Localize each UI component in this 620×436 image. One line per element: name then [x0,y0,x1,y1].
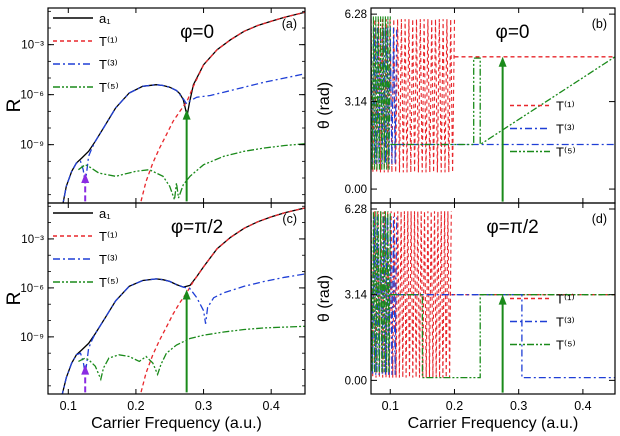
y-axis-label: θ (rad) [316,82,333,129]
series-line [78,143,305,200]
y-tick-label: 10⁻⁹ [20,140,44,152]
arrow-head [81,364,90,375]
arrow-head [498,294,507,305]
legend-label: a₁ [99,206,111,221]
y-tick-label: 0.00 [345,375,367,387]
panel-1: 0.00 3.14 6.28 θ (rad) φ=0 (b) T⁽¹⁾ T⁽³⁾ T⁽⁵⁾ [316,7,616,204]
panel-3: 0.00 3.14 6.28 0.1 0.2 0.3 0.4 θ (rad) Carrier F… [316,202,616,432]
legend-label: T⁽³⁾ [99,57,118,72]
y-tick-label: 10⁻⁶ [20,283,44,295]
y-axis-label: θ (rad) [316,275,333,322]
series-line [78,325,305,382]
series-oscillation [371,16,391,170]
y-axis-label: R [4,99,25,113]
y-tick-label: 10⁻⁶ [20,90,44,102]
legend-label: T⁽³⁾ [556,315,575,330]
x-axis-label: Carrier Frequency (a.u.) [408,415,579,432]
y-tick-label: 3.14 [345,97,368,109]
y-tick-label: 0.00 [345,184,367,196]
panel-title: φ=π/2 [486,217,538,238]
x-tick-label: 0.2 [446,399,463,413]
series-line [62,73,305,203]
series-line [139,11,305,203]
y-tick-label: 6.28 [345,204,367,216]
panel-title: φ=π/2 [171,217,223,238]
plot-area [371,16,615,202]
legend: a₁ T⁽¹⁾ T⁽³⁾ T⁽⁵⁾ [53,206,119,290]
plot-area [61,207,305,394]
legend-label: T⁽¹⁾ [556,292,575,307]
legend: a₁ T⁽¹⁾ T⁽³⁾ T⁽⁵⁾ [53,11,119,95]
legend-label: T⁽¹⁾ [556,99,575,114]
series-line [390,294,615,379]
series-line [139,207,305,394]
series-line [396,294,615,379]
series-oscillation [371,211,391,373]
x-tick-label: 0.3 [195,399,212,413]
legend: T⁽¹⁾ T⁽³⁾ T⁽⁵⁾ [510,292,576,353]
panel-title: φ=0 [496,22,530,43]
plot-area [371,211,615,393]
panel-letter: (c) [282,212,297,226]
y-tick-label: 3.14 [345,290,368,302]
panel-letter: (b) [592,17,607,31]
y-tick-label: 10⁻³ [21,234,44,246]
legend-label: T⁽³⁾ [556,122,575,137]
arrow-head [182,289,191,300]
axes-frame [47,202,306,395]
x-axis-label: Carrier Frequency (a.u.) [91,415,262,432]
legend-label: T⁽⁵⁾ [556,145,576,160]
axes-frame [370,202,616,395]
legend-label: T⁽¹⁾ [99,229,118,244]
y-tick-label: 10⁻⁹ [20,332,44,344]
legend-label: T⁽⁵⁾ [556,338,576,353]
panel-0: 10⁻³ 10⁻⁶ 10⁻⁹ Rφ=0 (a) a₁ T⁽¹⁾ T⁽³⁾ T⁽⁵⁾ [4,7,306,204]
legend-label: T⁽¹⁾ [99,34,118,49]
x-tick-label: 0.2 [127,399,144,413]
y-tick-label: 10⁻³ [21,40,44,52]
x-tick-label: 0.3 [510,399,527,413]
panel-2: 10⁻³ 10⁻⁶ 10⁻⁹ 0.1 0.2 0.3 0.4 R Carrier Frequen… [4,202,306,432]
legend-label: T⁽⁵⁾ [99,275,119,290]
panel-title: φ=0 [180,22,214,43]
y-axis-label: R [4,292,25,306]
x-tick-label: 0.1 [60,399,77,413]
panel-letter: (a) [282,17,297,31]
panel-letter: (d) [592,212,607,226]
plot-area [62,11,305,203]
arrow-head [182,109,191,120]
arrow-head [81,173,90,183]
legend: T⁽¹⁾ T⁽³⁾ T⁽⁵⁾ [510,99,576,160]
x-tick-label: 0.4 [574,399,591,413]
arrow-head [498,56,507,67]
axes-frame [370,7,616,204]
series-oscillation [371,19,456,173]
legend-label: T⁽³⁾ [99,252,118,267]
series-line [61,273,305,394]
legend-label: T⁽⁵⁾ [99,80,119,95]
x-tick-label: 0.4 [262,399,279,413]
legend-label: a₁ [99,11,111,26]
y-tick-label: 6.28 [345,9,367,21]
series-oscillation [371,211,452,378]
x-tick-label: 0.1 [382,399,399,413]
